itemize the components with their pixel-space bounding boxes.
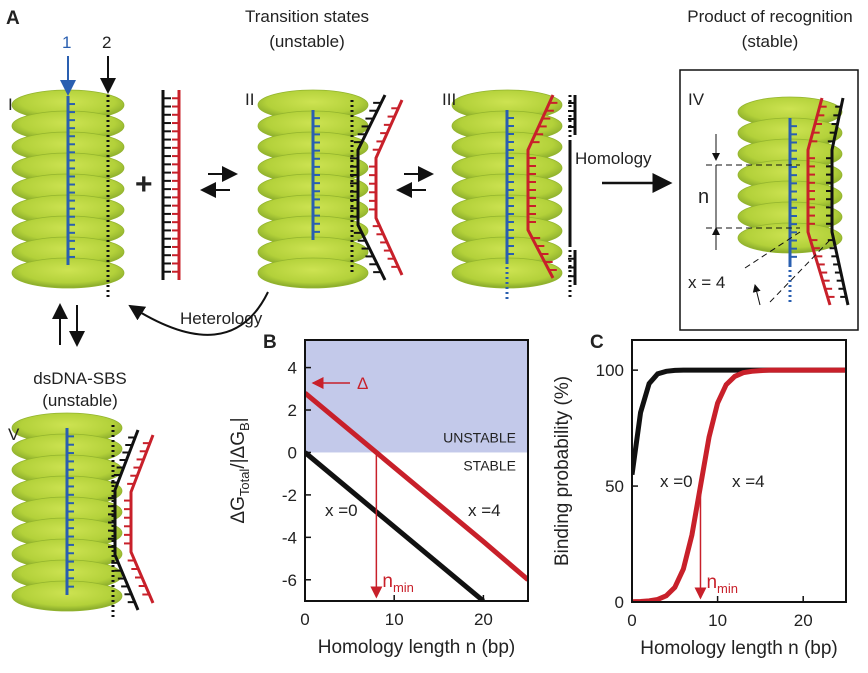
title: dsDNA-SBS — [33, 369, 127, 388]
n-label: n — [698, 186, 709, 208]
n-min-label: nmin — [706, 572, 738, 596]
series-label: x =4 — [468, 501, 501, 520]
y-tick-label: 4 — [288, 359, 297, 378]
y-label-part: /|ΔG — [228, 431, 249, 469]
region-label: STABLE — [463, 457, 516, 473]
state-label: II — [245, 90, 254, 109]
title: Transition states — [245, 7, 369, 26]
x-tick-label: 10 — [385, 610, 404, 629]
y-label-part: | — [228, 417, 249, 422]
state-label: I — [8, 95, 13, 114]
n-min-part: min — [717, 581, 738, 596]
y-label-part: Total — [237, 469, 252, 497]
x-tick-label: 10 — [708, 611, 727, 630]
y-tick-label: 0 — [288, 443, 297, 462]
x-axis-label: Homology length n (bp) — [318, 637, 516, 658]
x-tick-label: 20 — [474, 610, 493, 629]
series-label: x =0 — [660, 472, 693, 491]
y-tick-label: -6 — [282, 571, 297, 590]
panel-label: B — [263, 332, 277, 353]
title: (unstable) — [42, 391, 118, 410]
arrow — [755, 285, 760, 305]
y-label-part: Binding probability (%) — [552, 376, 573, 566]
y-tick-label: 50 — [605, 477, 624, 496]
y-label-part: ΔG — [228, 496, 249, 523]
state-label: III — [442, 90, 456, 109]
region-label: UNSTABLE — [443, 429, 516, 445]
y-axis-label: Binding probability (%) — [552, 376, 573, 566]
panel-label: A — [6, 8, 20, 29]
x-axis-label: Homology length n (bp) — [640, 638, 838, 659]
n-min-label: nmin — [382, 571, 414, 595]
series-label: x =0 — [325, 501, 358, 520]
title: (stable) — [742, 32, 799, 51]
title: (unstable) — [269, 32, 345, 51]
subunit — [258, 258, 368, 288]
state-label: IV — [688, 90, 705, 109]
y-tick-label: -4 — [282, 528, 297, 547]
series-label: x =4 — [732, 472, 765, 491]
delta-label: Δ — [357, 374, 368, 393]
title: Product of recognition — [687, 7, 852, 26]
strand — [115, 430, 138, 610]
y-tick-label: 2 — [288, 401, 297, 420]
y-tick-label: -2 — [282, 486, 297, 505]
y-tick-label: 0 — [615, 593, 624, 612]
x-tick-label: 0 — [627, 611, 636, 630]
x-tick-label: 0 — [300, 610, 309, 629]
page: { "panel_a": { "label": "A", "strand_lab… — [0, 0, 868, 673]
figure: A 1 2 I II III IV V + Transition states … — [0, 0, 868, 673]
series-line — [305, 452, 483, 601]
n-min-part: n — [706, 572, 717, 593]
strand — [376, 100, 402, 275]
panel-label: C — [590, 332, 604, 353]
plot-frame — [632, 340, 846, 602]
strand-label: 2 — [102, 33, 111, 52]
y-label-part: B — [237, 422, 252, 431]
x-label: x = 4 — [688, 273, 725, 292]
n-min-part: n — [382, 571, 393, 592]
homology-label: Homology — [575, 149, 652, 168]
n-min-part: min — [393, 580, 414, 595]
y-axis-label: ΔGTotal/|ΔGB| — [228, 417, 252, 523]
strand-label: 1 — [62, 33, 71, 52]
y-tick-label: 100 — [596, 361, 624, 380]
state-label: V — [8, 425, 20, 444]
plus: + — [135, 168, 153, 201]
series-line — [632, 370, 846, 475]
x-tick-label: 20 — [794, 611, 813, 630]
